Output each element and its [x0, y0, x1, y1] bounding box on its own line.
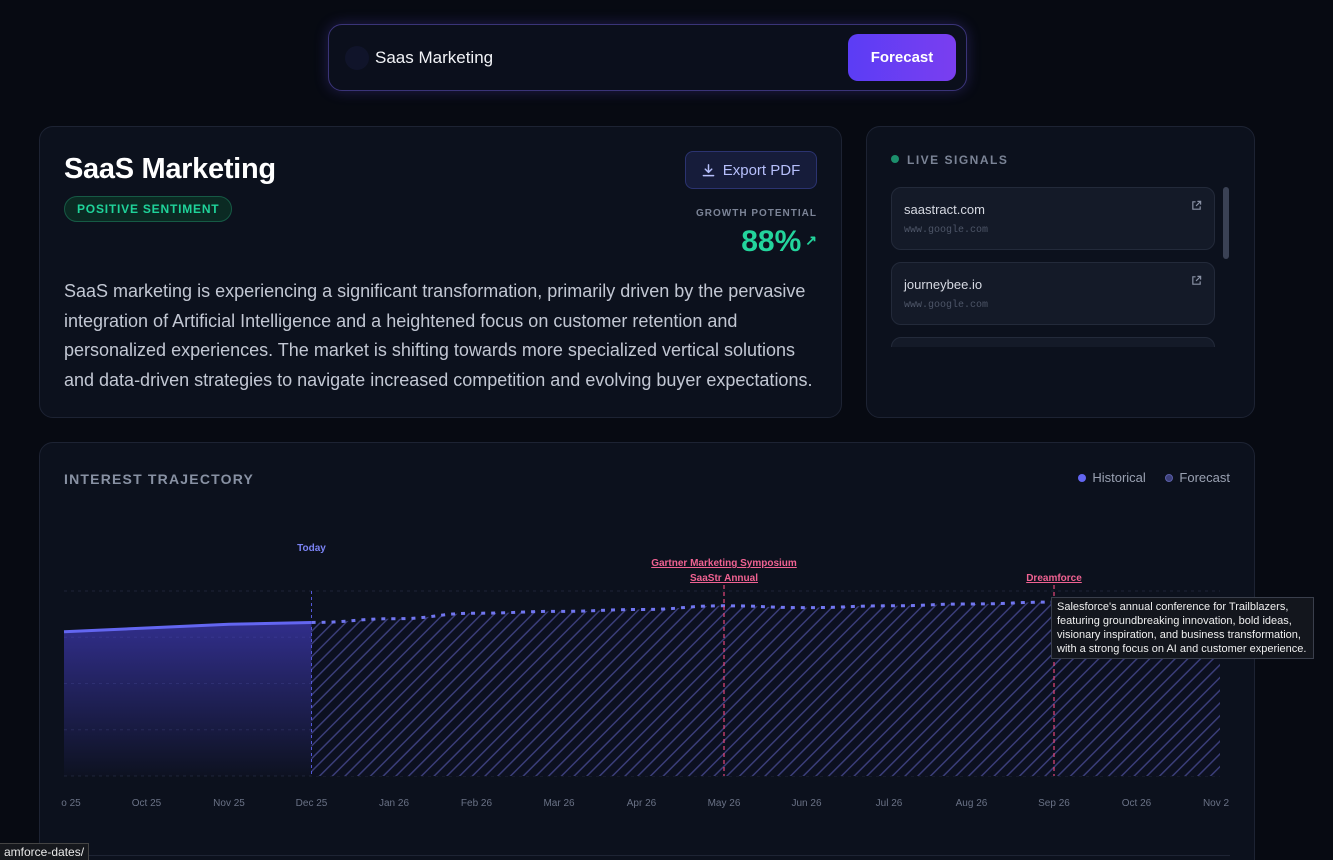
event-marker-label: Dreamforce: [1026, 573, 1082, 584]
summary-card: SaaS Marketing POSITIVE SENTIMENT Export…: [39, 126, 842, 418]
x-tick-label: Oct 25: [132, 798, 162, 809]
trending-up-icon: ↗: [805, 232, 817, 248]
forecast-button[interactable]: Forecast: [848, 34, 956, 81]
signal-source: saastract.com: [904, 202, 985, 217]
signals-list[interactable]: saastract.com www.google.com journeybee.…: [891, 187, 1215, 347]
legend-forecast: Forecast: [1165, 470, 1230, 485]
x-tick-label: Aug 26: [956, 798, 988, 809]
x-tick-label: Nov 25: [213, 798, 245, 809]
status-bar-url: amforce-dates/: [0, 843, 90, 860]
x-tick-label: Nov 2: [1203, 798, 1230, 809]
search-bar: Forecast: [328, 24, 967, 91]
forecast-area: [311, 600, 1220, 776]
x-tick-label: Mar 26: [543, 798, 575, 809]
event-tooltip: Salesforce's annual conference for Trail…: [1051, 597, 1314, 659]
signal-url: www.google.com: [904, 225, 989, 236]
live-signals-card: LIVE SIGNALS saastract.com www.google.co…: [866, 126, 1255, 418]
x-tick-label: o 25: [61, 798, 81, 809]
signals-scrollbar[interactable]: [1223, 187, 1229, 259]
event-marker-label: Gartner Marketing Symposium: [651, 558, 797, 569]
external-link-icon[interactable]: [1191, 275, 1202, 289]
live-dot-icon: [891, 155, 899, 163]
chart-title: INTEREST TRAJECTORY: [64, 471, 255, 487]
x-tick-label: Dec 25: [296, 798, 328, 809]
x-tick-label: Jan 26: [379, 798, 409, 809]
x-tick-label: Feb 26: [461, 798, 493, 809]
search-icon: [345, 46, 369, 70]
x-tick-label: May 26: [708, 798, 741, 809]
topic-title: SaaS Marketing: [64, 153, 276, 185]
event-marker-label: SaaStr Annual: [690, 573, 758, 584]
x-tick-label: Jul 26: [876, 798, 903, 809]
historical-line: [63, 620, 312, 634]
signal-source: journeybee.io: [904, 277, 983, 292]
export-pdf-button[interactable]: Export PDF: [685, 151, 817, 189]
search-input[interactable]: [375, 37, 835, 79]
growth-value-text: 88%: [741, 225, 802, 258]
x-tick-label: Apr 26: [627, 798, 657, 809]
x-tick-label: Sep 26: [1038, 798, 1070, 809]
signal-item[interactable]: saastract.com www.google.com: [891, 187, 1215, 250]
signal-item[interactable]: journeybee.io www.google.com: [891, 262, 1215, 325]
live-signals-heading: LIVE SIGNALS: [891, 153, 1008, 167]
external-link-icon[interactable]: [1191, 200, 1202, 214]
growth-potential-value: 88% ↗: [741, 225, 817, 259]
divider: [64, 855, 1230, 856]
chart-legend: Historical Forecast: [1062, 470, 1230, 485]
summary-text: SaaS marketing is experiencing a signifi…: [64, 281, 813, 390]
download-icon: [702, 162, 715, 178]
live-signals-title: LIVE SIGNALS: [907, 153, 1009, 167]
x-tick-label: Jun 26: [791, 798, 821, 809]
export-pdf-label: Export PDF: [722, 161, 801, 179]
signal-url: www.google.com: [904, 300, 989, 311]
historical-area: [64, 622, 312, 776]
legend-historical: Historical: [1078, 470, 1146, 485]
sentiment-badge: POSITIVE SENTIMENT: [64, 196, 233, 222]
x-tick-label: Oct 26: [1122, 798, 1152, 809]
today-marker-label: Today: [297, 543, 326, 554]
growth-potential-label: GROWTH POTENTIAL: [696, 208, 817, 219]
